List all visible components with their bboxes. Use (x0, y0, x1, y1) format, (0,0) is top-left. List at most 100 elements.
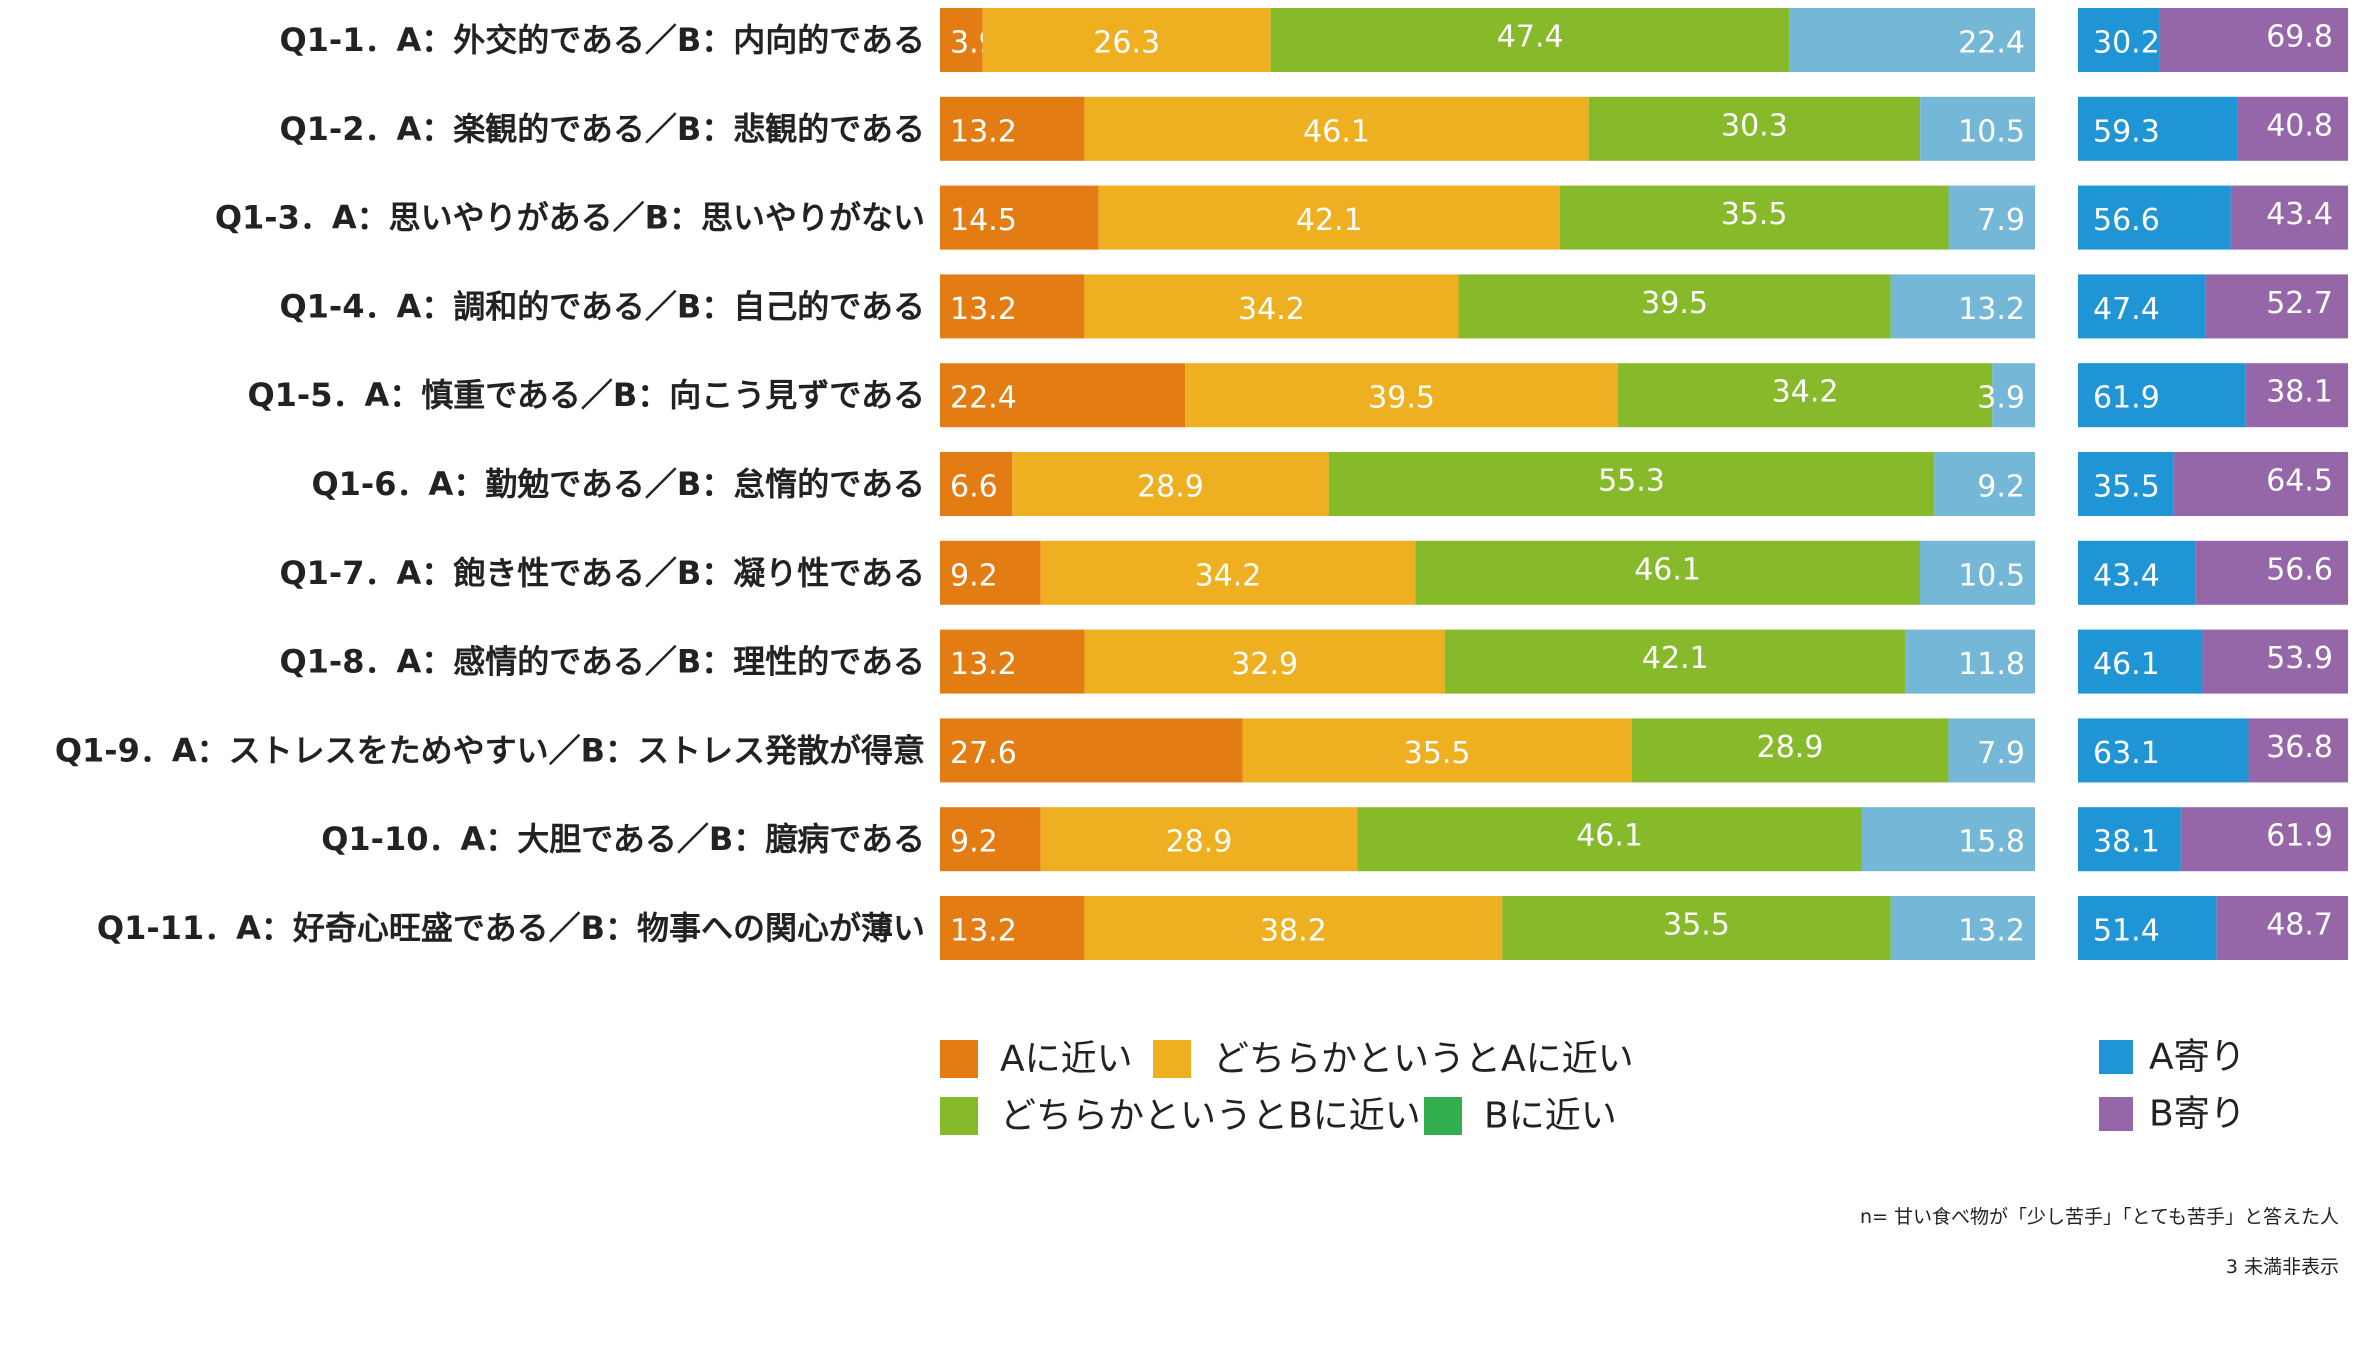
summary-bar-segment (2230, 185, 2348, 250)
summary-bar-segment (2205, 274, 2348, 339)
bar-value-label: 11.8 (1958, 647, 2025, 682)
bar-segment (1040, 540, 1416, 605)
bar-segment (1559, 185, 1949, 250)
bar-value-label: 13.2 (950, 914, 1017, 949)
bar-value-label: 28.9 (1757, 730, 1824, 765)
bar-segment (1890, 896, 2035, 960)
bar-value-label: 46.1 (1634, 552, 1701, 587)
legend-swatch (1424, 1097, 1462, 1135)
bar-value-label: 34.2 (1238, 292, 1305, 327)
bar-segment (1934, 452, 2035, 516)
summary-value-label: 61.9 (2093, 381, 2160, 416)
bar-segment (1328, 452, 1935, 516)
bar-value-label: 13.2 (1958, 914, 2025, 949)
bar-segment (982, 8, 1271, 72)
bar-value-label: 13.2 (950, 292, 1017, 327)
bar-segment (1084, 96, 1589, 161)
bar-segment (1098, 185, 1560, 250)
bar-value-label: 35.5 (1663, 908, 1730, 943)
bar-segment (940, 540, 1041, 605)
legend-label: B寄り (2149, 1094, 2246, 1135)
bar-segment (1444, 629, 1906, 694)
summary-value-label: 43.4 (2093, 558, 2160, 593)
category-label: Q1-11．A：好奇心旺盛である／B：物事への関心が薄い (97, 909, 925, 947)
bar-segment (940, 8, 983, 72)
bar-value-label: 39.5 (1641, 286, 1708, 321)
summary-bar-segment (2180, 807, 2348, 872)
bar-value-label: 22.4 (950, 381, 1017, 416)
bar-value-label: 26.3 (1093, 26, 1160, 61)
bar-segment (1948, 185, 2035, 250)
category-label: Q1-2．A：楽観的である／B：悲観的である (279, 110, 925, 148)
bar-segment (1502, 896, 1891, 960)
summary-bar-segment (2078, 363, 2246, 428)
category-label: Q1-4．A：調和的である／B：自己的である (279, 287, 925, 325)
summary-bar-segment (2078, 807, 2181, 872)
bar-value-label: 35.5 (1404, 736, 1471, 771)
bar-segment (940, 629, 1085, 694)
bar-segment (1789, 8, 2035, 72)
main-stacked-bars: 3.9 26.3 47.4 22.4 13.2 46.1 30.3 10.5 14.5 42.1 3… (940, 8, 2035, 960)
bar-segment (940, 807, 1041, 872)
bar-value-label: 32.9 (1231, 647, 1298, 682)
summary-bar-segment (2195, 540, 2348, 605)
bar-value-label: 28.9 (1166, 825, 1233, 860)
summary-value-label: 59.3 (2093, 114, 2160, 149)
summary-bar-segment (2078, 629, 2203, 694)
bar-segment (940, 896, 1085, 960)
bar-segment (940, 363, 1186, 428)
bar-segment (1920, 96, 2035, 161)
summary-value-label: 64.5 (2266, 464, 2333, 499)
summary-value-label: 46.1 (2093, 647, 2160, 682)
bar-value-label: 7.9 (1977, 736, 2025, 771)
bar-value-label: 35.5 (1721, 197, 1788, 232)
summary-bar-segment (2159, 8, 2348, 72)
bar-value-label: 46.1 (1576, 819, 1643, 854)
bar-value-label: 13.2 (950, 647, 1017, 682)
summary-bar-segment (2078, 96, 2238, 161)
summary-bar-segment (2078, 896, 2217, 960)
summary-value-label: 38.1 (2093, 825, 2160, 860)
bar-value-label: 38.2 (1260, 914, 1327, 949)
summary-bar-segment (2078, 718, 2249, 783)
legend-swatch (940, 1040, 978, 1078)
summary-legend: A寄り B寄り (2099, 1037, 2246, 1135)
bar-value-label: 15.8 (1958, 825, 2025, 860)
bar-value-label: 30.3 (1721, 108, 1788, 143)
bar-value-label: 34.2 (1195, 558, 1262, 593)
summary-value-label: 30.2 (2093, 26, 2160, 61)
summary-bar-segment (2216, 896, 2348, 960)
summary-value-label: 43.4 (2266, 197, 2333, 232)
bar-segment (940, 718, 1243, 783)
legend-label: Aに近い (1000, 1039, 1133, 1080)
summary-bar-segment (2078, 8, 2160, 72)
summary-bar-segment (2078, 185, 2231, 250)
bar-value-label: 13.2 (950, 114, 1017, 149)
bar-segment (1458, 274, 1891, 339)
legend-swatch (940, 1097, 978, 1135)
summary-value-label: 51.4 (2093, 914, 2160, 949)
bar-segment (1084, 896, 1503, 960)
summary-bar-segment (2173, 452, 2348, 516)
bar-segment (940, 185, 1099, 250)
bar-value-label: 28.9 (1137, 470, 1204, 505)
bar-segment (1012, 452, 1329, 516)
bar-segment (1631, 718, 1949, 783)
bar-value-label: 13.2 (1958, 292, 2025, 327)
bar-value-label: 10.5 (1958, 114, 2025, 149)
summary-value-label: 48.7 (2266, 908, 2333, 943)
bar-value-label: 10.5 (1958, 558, 2025, 593)
bar-value-label: 47.4 (1497, 20, 1564, 55)
category-label: Q1-5．A：慎重である／B：向こう見ずである (247, 376, 925, 414)
summary-value-label: 52.7 (2266, 286, 2333, 321)
summary-value-label: 63.1 (2093, 736, 2160, 771)
category-label: Q1-10．A：大胆である／B：臆病である (321, 820, 925, 858)
summary-bar-segment (2078, 452, 2174, 516)
summary-bar-segment (2245, 363, 2348, 428)
bar-segment (1084, 274, 1459, 339)
bar-value-label: 42.1 (1296, 203, 1363, 238)
summary-stacked-bars: 30.2 69.8 59.3 40.8 56.6 43.4 47.4 52.7 61.9 38.1… (2078, 8, 2348, 960)
category-label: Q1-1．A：外交的である／B：内向的である (279, 21, 925, 59)
